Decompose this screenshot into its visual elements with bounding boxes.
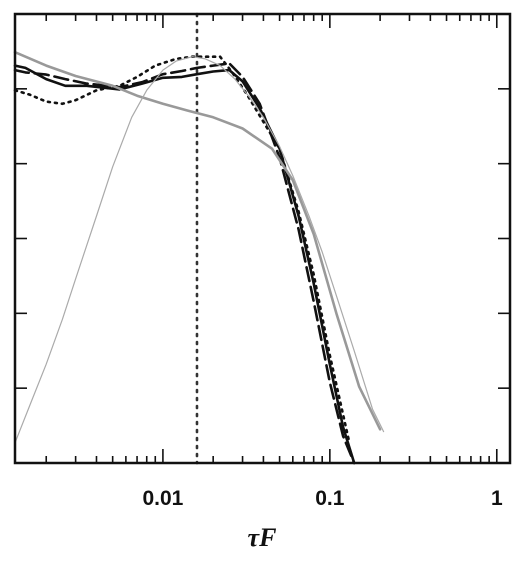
plot-frame [13,12,512,465]
series-line-1 [13,64,356,465]
data-curves [13,12,385,465]
x-tick-label: 0.1 [315,487,345,510]
x-axis-label: τF [248,523,277,552]
x-tick-label: 1 [491,487,503,510]
series-line-2 [13,62,356,465]
series-line-4 [13,50,382,431]
series-line-3 [13,55,351,442]
x-tick-label: 0.01 [142,487,183,510]
series-line-5 [14,56,385,444]
x-tick-labels: 0.01 0.1 1 [142,487,502,510]
